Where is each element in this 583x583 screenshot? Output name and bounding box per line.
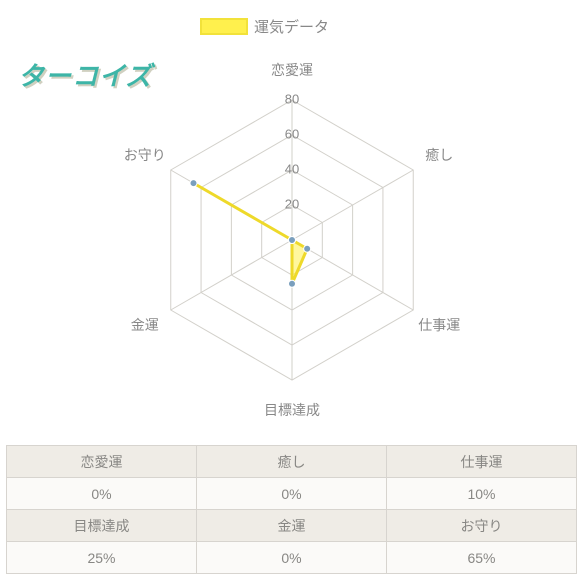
tick-label: 40 — [285, 162, 299, 177]
axis-label: 恋愛運 — [271, 60, 313, 80]
tick-label: 60 — [285, 127, 299, 142]
table-value: 0% — [197, 542, 387, 574]
table-header: お守り — [387, 510, 577, 542]
table-header: 金運 — [197, 510, 387, 542]
table-value: 0% — [7, 478, 197, 510]
table-header: 目標達成 — [7, 510, 197, 542]
tick-label: 80 — [285, 92, 299, 107]
axis-label: 金運 — [131, 315, 159, 335]
table-header: 恋愛運 — [7, 446, 197, 478]
axis-label: 仕事運 — [418, 315, 460, 335]
table-value: 10% — [387, 478, 577, 510]
table-value: 0% — [197, 478, 387, 510]
tick-label: 20 — [285, 197, 299, 212]
radar-chart: 運気データ 恋愛運癒し仕事運目標達成金運お守り20406080 — [0, 0, 583, 440]
table-header: 仕事運 — [387, 446, 577, 478]
axis-label: お守り — [124, 145, 166, 165]
axis-label: 癒し — [425, 145, 453, 165]
axis-label: 目標達成 — [264, 400, 320, 420]
data-table: 恋愛運 癒し 仕事運 0% 0% 10% 目標達成 金運 お守り 25% 0% … — [6, 445, 577, 574]
table-header: 癒し — [197, 446, 387, 478]
table-value: 65% — [387, 542, 577, 574]
table-value: 25% — [7, 542, 197, 574]
